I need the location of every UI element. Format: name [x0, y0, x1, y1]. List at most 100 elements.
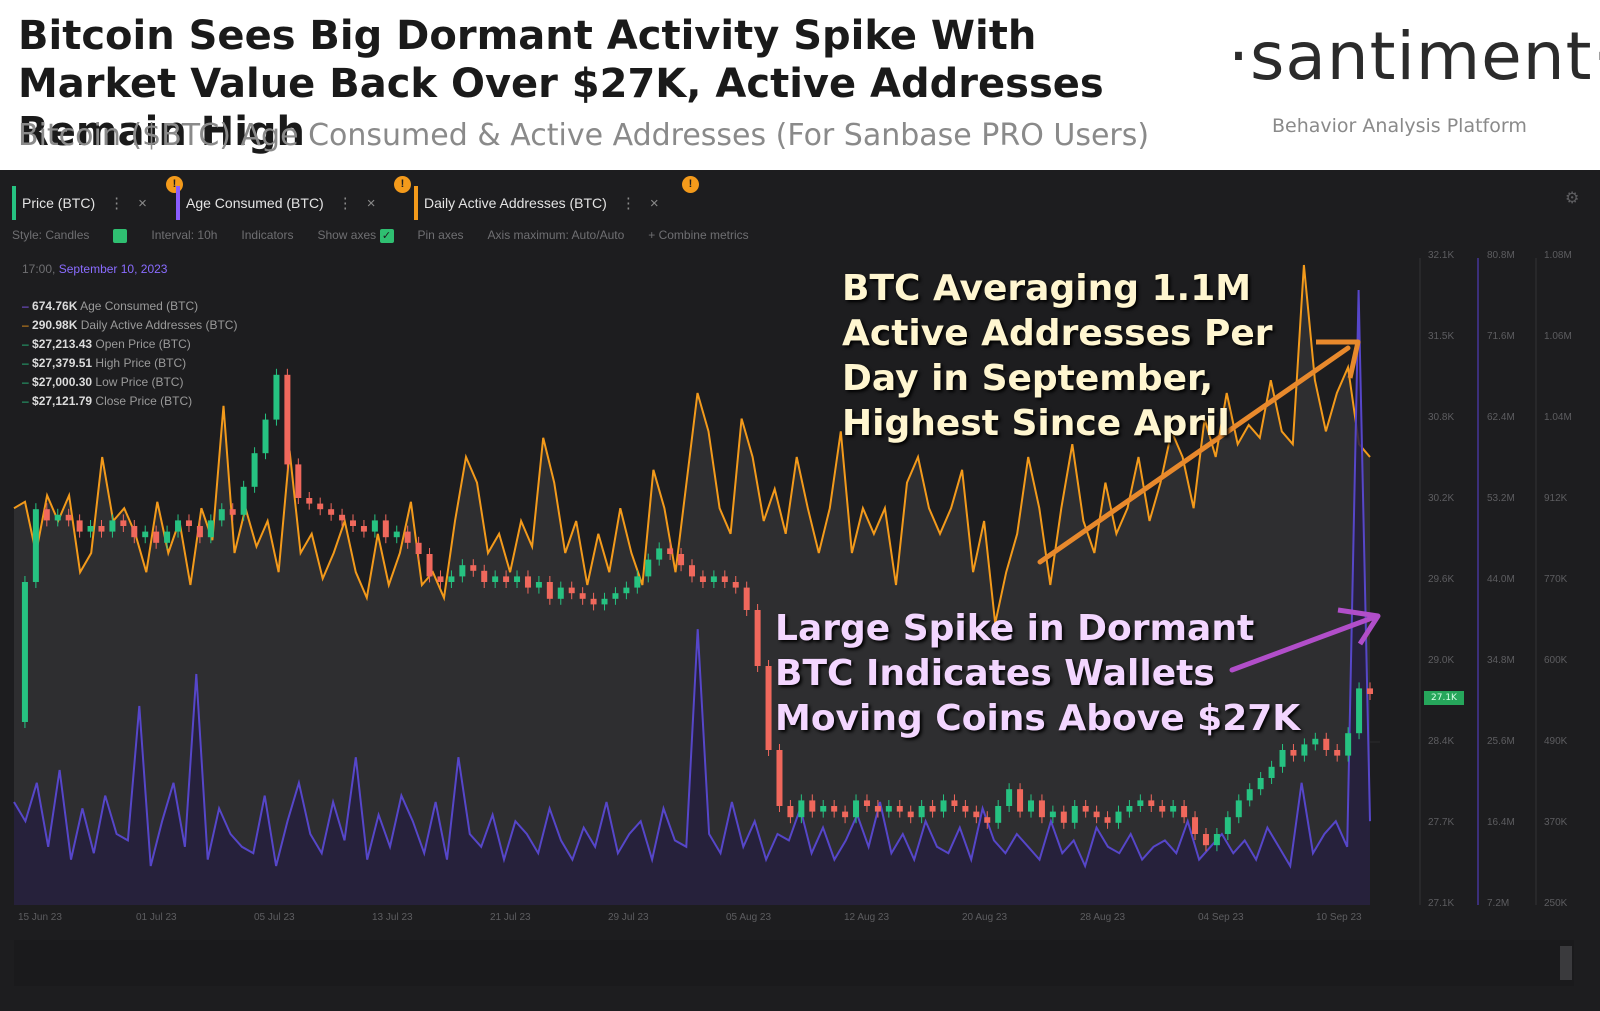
axis-maximum-select[interactable]: Axis maximum: Auto/Auto — [487, 228, 625, 243]
price-candle — [1104, 817, 1111, 823]
price-candle — [853, 800, 860, 818]
price-candle — [1017, 789, 1024, 812]
price-candle — [754, 610, 761, 666]
y-tick-label: 62.4M — [1487, 412, 1515, 423]
price-candle — [218, 509, 225, 521]
y-tick-label: 80.8M — [1487, 250, 1515, 261]
price-candle — [1126, 806, 1133, 812]
settings-icon[interactable]: ⚙ — [1565, 188, 1580, 207]
y-tick-label: 30.2K — [1428, 493, 1455, 504]
tab-price-menu-icon[interactable]: ⋮ — [109, 195, 125, 212]
y-tick-label: 53.2M — [1487, 493, 1515, 504]
price-candle — [109, 520, 116, 532]
price-candle — [21, 582, 28, 722]
interval-select[interactable]: Interval: 10h — [151, 228, 218, 243]
tab-price[interactable]: Price (BTC) ⋮ × ! — [12, 176, 183, 220]
pin-axes-toggle[interactable]: Pin axes — [417, 228, 464, 243]
tab-daa-label: Daily Active Addresses (BTC) — [424, 195, 607, 211]
price-candle — [251, 453, 258, 487]
tab-daa-menu-icon[interactable]: ⋮ — [620, 195, 636, 212]
price-candle — [328, 509, 335, 515]
logo-tagline: Behavior Analysis Platform — [1272, 115, 1527, 137]
legend-value: $27,000.30 — [32, 375, 93, 389]
combine-metrics-button[interactable]: + Combine metrics — [648, 228, 749, 243]
price-candle — [1093, 811, 1100, 818]
price-candle — [196, 526, 203, 538]
price-candle — [973, 811, 980, 818]
legend-label: Close Price (BTC) — [92, 394, 193, 408]
active-addresses-area — [14, 265, 1370, 905]
tab-daily-active-addresses[interactable]: Daily Active Addresses (BTC) ⋮ × ! — [414, 176, 699, 220]
style-select[interactable]: Style: Candles — [12, 228, 90, 243]
chart-panel: Price (BTC) ⋮ × ! Age Consumed (BTC) ⋮ ×… — [0, 170, 1600, 1011]
tab-age-close-icon[interactable]: × — [366, 194, 376, 212]
legend-item: – $27,000.30 Low Price (BTC) — [22, 373, 237, 392]
indicators-select[interactable]: Indicators — [241, 228, 294, 243]
price-candle — [503, 576, 510, 582]
price-candle — [710, 576, 717, 582]
legend-label: Low Price (BTC) — [92, 375, 184, 389]
tab-price-label: Price (BTC) — [22, 195, 96, 211]
tab-age-menu-icon[interactable]: ⋮ — [337, 195, 353, 212]
legend-swatch-icon: – — [22, 318, 29, 332]
tab-age-color-bar — [176, 186, 180, 220]
price-candle — [87, 526, 94, 532]
price-candle — [98, 526, 105, 532]
tab-age-warning-icon: ! — [394, 176, 411, 193]
annotation-line: Active Addresses Per — [842, 313, 1273, 354]
price-candle — [1071, 806, 1078, 823]
price-candle — [1181, 806, 1188, 818]
price-candle — [623, 587, 630, 594]
price-candle — [787, 806, 794, 818]
price-candle — [1268, 766, 1275, 778]
price-candle — [1345, 733, 1352, 756]
legend-swatch-icon: – — [22, 337, 29, 351]
price-candle — [1312, 738, 1319, 745]
price-candle — [907, 811, 914, 818]
legend-date-time: 17:00, — [22, 262, 56, 276]
y-tick-label: 25.6M — [1487, 736, 1515, 747]
y-tick-label: 1.06M — [1544, 331, 1572, 342]
tab-daa-close-icon[interactable]: × — [649, 194, 659, 212]
price-candle — [612, 593, 619, 599]
legend-value: 290.98K — [32, 318, 78, 332]
price-candle — [1235, 800, 1242, 818]
tab-price-color-bar — [12, 186, 16, 220]
x-tick-label: 10 Sep 23 — [1316, 912, 1362, 923]
tab-price-close-icon[interactable]: × — [138, 194, 147, 212]
price-candle — [371, 520, 378, 532]
price-candle — [131, 526, 138, 538]
price-candle — [776, 750, 783, 806]
annotation-line: BTC Indicates Wallets — [775, 653, 1215, 694]
price-candle — [175, 520, 182, 532]
color-select[interactable] — [113, 228, 128, 243]
legend-value: 674.76K — [32, 299, 78, 313]
price-candle — [306, 498, 313, 504]
y-tick-label: 34.8M — [1487, 655, 1515, 666]
legend-label: Open Price (BTC) — [92, 337, 191, 351]
price-candle — [1202, 834, 1209, 846]
chart-legend: 17:00, September 10, 2023 – 674.76K Age … — [22, 260, 237, 411]
y-tick-label: 16.4M — [1487, 817, 1515, 828]
x-tick-label: 15 Jun 23 — [18, 912, 62, 923]
age-consumed-line — [13, 289, 1371, 869]
price-candle — [1290, 750, 1297, 756]
price-candle — [492, 576, 499, 582]
x-tick-label: 05 Jul 23 — [254, 912, 295, 923]
price-candle — [284, 374, 291, 465]
price-candle — [1028, 800, 1034, 812]
x-tick-label: 28 Aug 23 — [1080, 912, 1126, 923]
price-candle — [929, 806, 936, 812]
price-candle — [1137, 800, 1144, 806]
tab-age-consumed[interactable]: Age Consumed (BTC) ⋮ × ! — [176, 176, 411, 220]
price-candle — [1159, 806, 1166, 812]
price-candle — [1049, 811, 1056, 818]
price-candle — [1279, 750, 1286, 767]
color-swatch-icon — [113, 228, 128, 243]
show-axes-toggle[interactable]: Show axes ✓ — [317, 228, 394, 243]
price-candle — [207, 520, 214, 538]
price-candle — [76, 520, 83, 532]
y-tick-label: 490K — [1544, 736, 1568, 747]
price-candle — [1334, 750, 1341, 756]
price-candle — [590, 598, 597, 605]
